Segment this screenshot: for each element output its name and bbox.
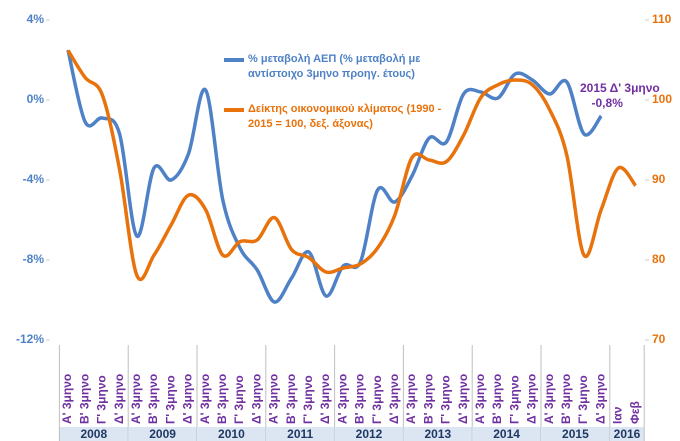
y2-tick-label: 70 <box>652 332 666 346</box>
year-label: 2016 <box>614 427 641 441</box>
year-label: 2013 <box>424 427 451 441</box>
year-band <box>403 427 473 441</box>
y-tick-label: 0% <box>27 92 45 106</box>
x-tick-label: Ιαν <box>611 406 625 424</box>
x-tick-label: Α' 3μηνο <box>267 374 281 424</box>
annotation: 2015 Δ' 3μηνο <box>580 81 660 95</box>
y2-tick-label: 110 <box>652 12 672 26</box>
y2-tick-label: 90 <box>652 172 666 186</box>
year-band <box>59 427 129 441</box>
year-band <box>609 427 645 441</box>
x-tick-label: Α' 3μηνο <box>473 374 487 424</box>
x-tick-label: Β' 3μηνο <box>284 374 298 424</box>
x-tick-label: Β' 3μηνο <box>559 374 573 424</box>
year-band <box>197 427 266 441</box>
x-tick-label: Α' 3μηνο <box>198 374 212 424</box>
x-tick-label: Α' 3μηνο <box>60 374 74 424</box>
x-tick-label: Δ' 3μηνο <box>525 374 539 424</box>
year-band <box>541 427 610 441</box>
year-label: 2008 <box>80 427 107 441</box>
legend-entry: Δείκτης οικονομικού κλίματος (1990 - 201… <box>248 103 442 130</box>
legend-entry: % μεταβολή ΑΕΠ (% μεταβολή με αντίστοιχο… <box>248 53 421 80</box>
year-label: 2014 <box>493 427 520 441</box>
y-tick-label: -8% <box>23 252 45 266</box>
year-label: 2011 <box>287 427 313 441</box>
x-tick-label: Γ' 3μηνο <box>507 375 521 424</box>
x-tick-label: Δ' 3μηνο <box>387 374 401 424</box>
x-tick-label: Α' 3μηνο <box>335 374 349 424</box>
year-band <box>472 427 541 441</box>
x-tick-label: Δ' 3μηνο <box>112 374 126 424</box>
x-tick-label: Δ' 3μηνο <box>318 374 332 424</box>
x-tick-label: Γ' 3μηνο <box>576 375 590 424</box>
y-tick-label: -12% <box>16 332 44 346</box>
year-band <box>128 427 197 441</box>
x-tick-label: Α' 3μηνο <box>404 374 418 424</box>
year-band <box>334 427 404 441</box>
x-tick-label: Γ' 3μηνο <box>232 375 246 424</box>
x-tick-label: Γ' 3μηνο <box>95 375 109 424</box>
data-line <box>66 49 637 282</box>
year-label: 2010 <box>218 427 245 441</box>
x-tick-label: Β' 3μηνο <box>77 374 91 424</box>
x-tick-label: Γ' 3μηνο <box>301 375 315 424</box>
year-label: 2015 <box>562 427 589 441</box>
year-label: 2012 <box>356 427 383 441</box>
x-tick-label: Α' 3μηνο <box>129 374 143 424</box>
x-tick-label: Γ' 3μηνο <box>370 375 384 424</box>
x-tick-label: Β' 3μηνο <box>215 374 229 424</box>
x-tick-label: Β' 3μηνο <box>421 374 435 424</box>
x-tick-label: Γ' 3μηνο <box>439 375 453 424</box>
x-tick-label: Δ' 3μηνο <box>181 374 195 424</box>
value-label: -0,8% <box>592 96 624 110</box>
x-tick-label: Β' 3μηνο <box>353 374 367 424</box>
x-tick-label: Β' 3μηνο <box>146 374 160 424</box>
x-tick-label: Δ' 3μηνο <box>249 374 263 424</box>
y-tick-label: 4% <box>27 12 45 26</box>
x-tick-label: Γ' 3μηνο <box>163 375 177 424</box>
x-tick-label: Δ' 3μηνο <box>456 374 470 424</box>
year-label: 2009 <box>149 427 176 441</box>
y-tick-label: -4% <box>23 172 45 186</box>
year-band <box>265 427 335 441</box>
x-tick-label: Δ' 3μηνο <box>593 374 607 424</box>
y2-tick-label: 100 <box>652 92 672 106</box>
x-tick-label: Α' 3μηνο <box>542 374 556 424</box>
y2-tick-label: 80 <box>652 252 666 266</box>
x-tick-label: Φεβ <box>628 401 642 424</box>
x-tick-label: Β' 3μηνο <box>490 374 504 424</box>
